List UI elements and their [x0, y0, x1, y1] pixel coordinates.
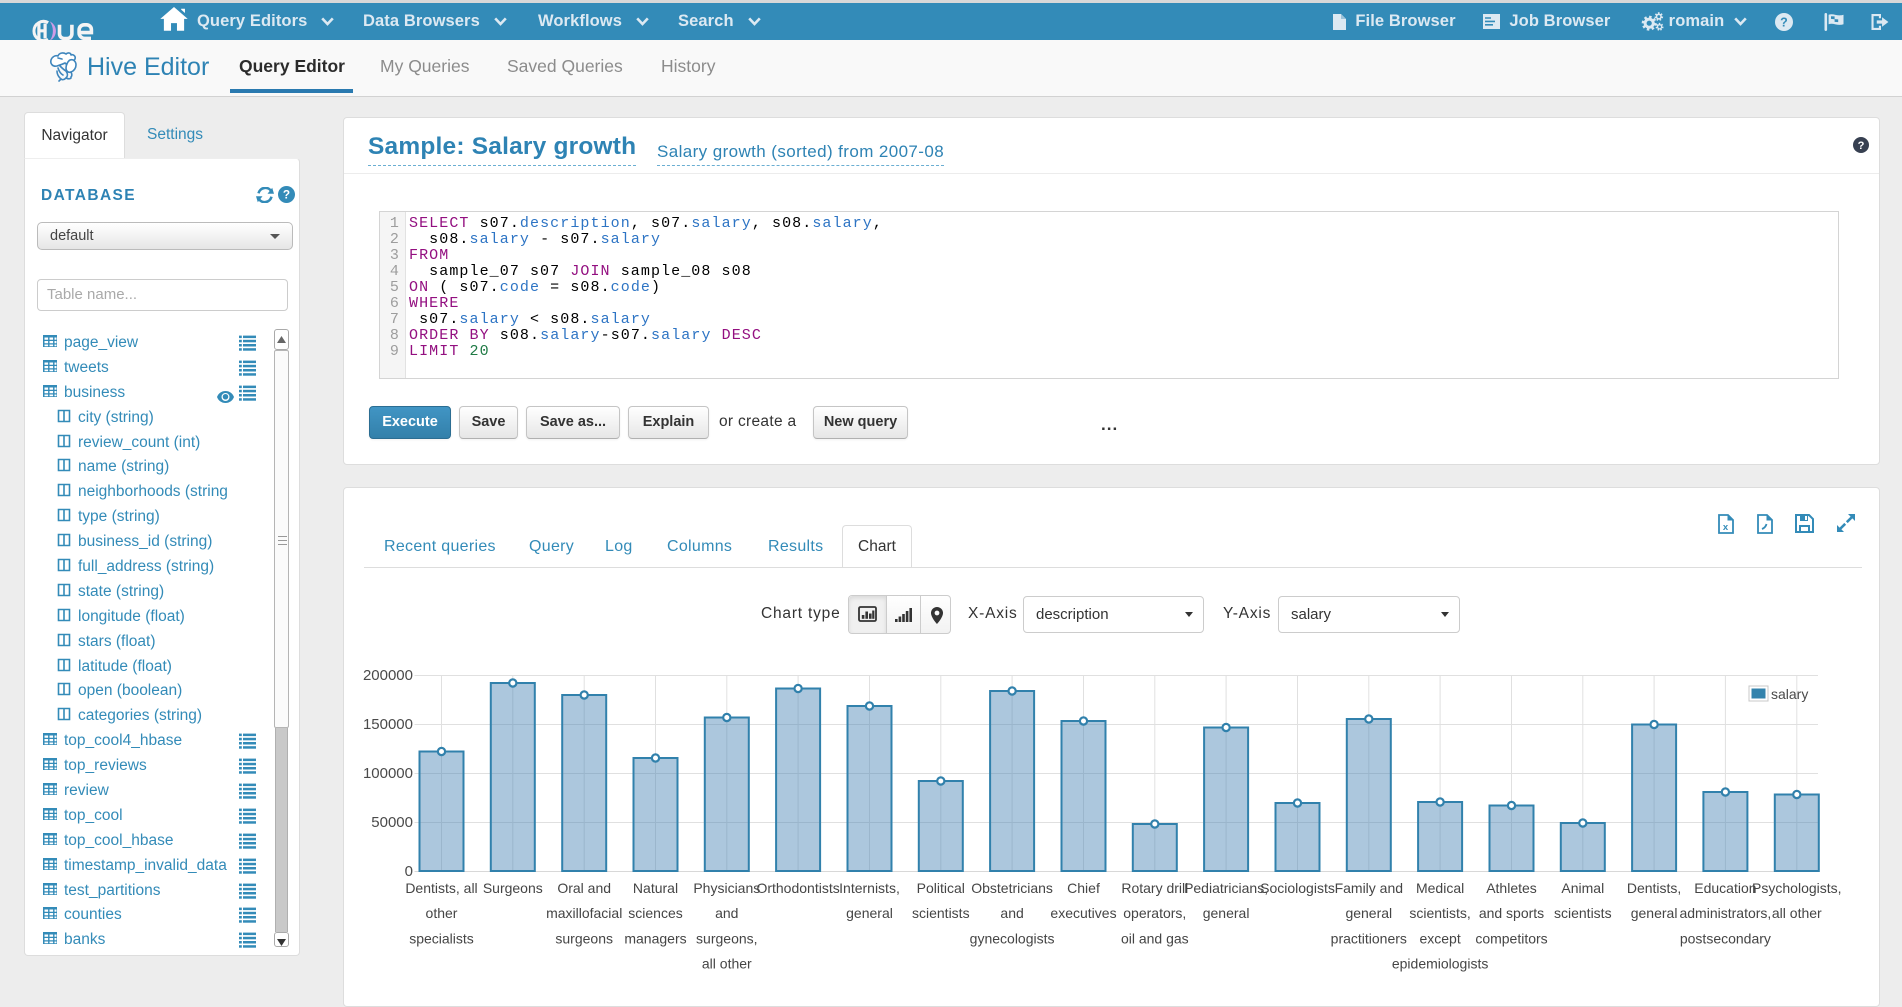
svg-text:postsecondary: postsecondary — [1680, 930, 1771, 946]
svg-text:epidemiologists: epidemiologists — [1392, 956, 1489, 972]
svg-text:Political: Political — [917, 880, 965, 896]
svg-text:Animal: Animal — [1561, 880, 1604, 896]
svg-text:x: x — [1723, 522, 1729, 533]
svg-text:operators,: operators, — [1123, 905, 1186, 921]
svg-text:maxillofacial: maxillofacial — [546, 905, 622, 921]
svg-text:0: 0 — [405, 863, 413, 880]
svg-text:Dentists, all: Dentists, all — [405, 880, 477, 896]
svg-text:practitioners: practitioners — [1331, 930, 1407, 946]
svg-text:Education: Education — [1694, 880, 1756, 896]
svg-text:surgeons: surgeons — [555, 930, 613, 946]
svg-text:150000: 150000 — [363, 716, 413, 733]
svg-text:Pediatricians,: Pediatricians, — [1184, 880, 1268, 896]
svg-text:administrators,: administrators, — [1679, 905, 1771, 921]
svg-text:?: ? — [1780, 15, 1788, 29]
svg-text:competitors: competitors — [1475, 930, 1547, 946]
svg-text:Medical: Medical — [1416, 880, 1464, 896]
svg-text:other: other — [426, 905, 458, 921]
svg-text:Chief: Chief — [1067, 880, 1100, 896]
svg-text:general: general — [1203, 905, 1250, 921]
svg-text:Rotary drill: Rotary drill — [1121, 880, 1188, 896]
svg-text:scientists,: scientists, — [1409, 905, 1470, 921]
svg-text:50000: 50000 — [371, 814, 413, 831]
svg-text:except: except — [1419, 930, 1460, 946]
svg-text:scientists: scientists — [912, 905, 970, 921]
svg-text:gynecologists: gynecologists — [970, 930, 1055, 946]
svg-text:Natural: Natural — [633, 880, 678, 896]
svg-text:all other: all other — [702, 956, 752, 972]
svg-text:Obstetricians: Obstetricians — [971, 880, 1053, 896]
svg-text:oil and gas: oil and gas — [1121, 930, 1189, 946]
svg-text:Internists,: Internists, — [839, 880, 900, 896]
svg-text:?: ? — [283, 188, 290, 202]
svg-text:Psychologists,: Psychologists, — [1752, 880, 1841, 896]
svg-text:Dentists,: Dentists, — [1627, 880, 1681, 896]
svg-text:and: and — [715, 905, 738, 921]
svg-text:Sociologists: Sociologists — [1260, 880, 1335, 896]
svg-text:and: and — [1000, 905, 1023, 921]
svg-text:salary: salary — [1771, 686, 1808, 702]
svg-text:surgeons,: surgeons, — [696, 930, 757, 946]
svg-text:Oral and: Oral and — [557, 880, 611, 896]
svg-text:sciences: sciences — [628, 905, 682, 921]
svg-text:Athletes: Athletes — [1486, 880, 1537, 896]
svg-text:100000: 100000 — [363, 765, 413, 782]
svg-text:general: general — [1345, 905, 1392, 921]
svg-text:?: ? — [1858, 140, 1865, 152]
svg-text:Orthodontists: Orthodontists — [756, 880, 839, 896]
svg-text:general: general — [1631, 905, 1678, 921]
svg-text:200000: 200000 — [363, 667, 413, 684]
svg-text:scientists: scientists — [1554, 905, 1612, 921]
svg-text:Surgeons: Surgeons — [483, 880, 543, 896]
svg-text:Family and: Family and — [1335, 880, 1403, 896]
svg-text:specialists: specialists — [409, 930, 474, 946]
svg-text:general: general — [846, 905, 893, 921]
svg-text:managers: managers — [624, 930, 686, 946]
svg-text:all other: all other — [1772, 905, 1822, 921]
svg-text:Physicians: Physicians — [693, 880, 760, 896]
svg-text:and sports: and sports — [1479, 905, 1544, 921]
svg-text:executives: executives — [1050, 905, 1116, 921]
